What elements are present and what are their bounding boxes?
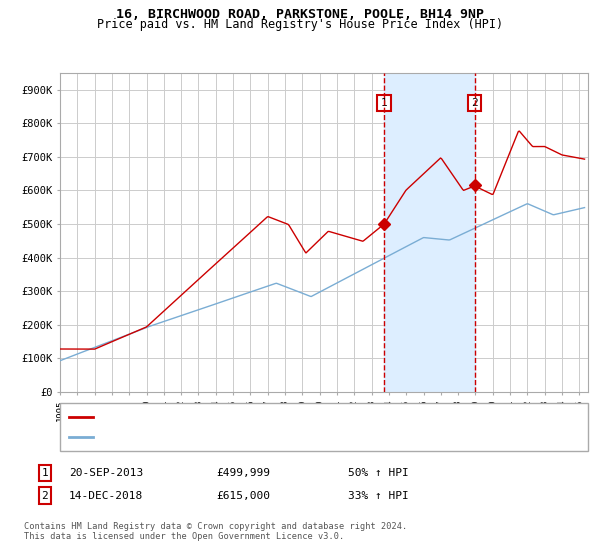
Text: Price paid vs. HM Land Registry's House Price Index (HPI): Price paid vs. HM Land Registry's House …: [97, 18, 503, 31]
Text: 2: 2: [41, 491, 49, 501]
Text: 1: 1: [41, 468, 49, 478]
Text: 33% ↑ HPI: 33% ↑ HPI: [348, 491, 409, 501]
Text: HPI: Average price, detached house, Bournemouth Christchurch and Poole: HPI: Average price, detached house, Bour…: [97, 433, 500, 442]
Text: 20-SEP-2013: 20-SEP-2013: [69, 468, 143, 478]
Text: 16, BIRCHWOOD ROAD, PARKSTONE, POOLE, BH14 9NP (detached house): 16, BIRCHWOOD ROAD, PARKSTONE, POOLE, BH…: [97, 412, 460, 421]
Text: 16, BIRCHWOOD ROAD, PARKSTONE, POOLE, BH14 9NP: 16, BIRCHWOOD ROAD, PARKSTONE, POOLE, BH…: [116, 8, 484, 21]
Text: £499,999: £499,999: [216, 468, 270, 478]
Text: 50% ↑ HPI: 50% ↑ HPI: [348, 468, 409, 478]
Text: Contains HM Land Registry data © Crown copyright and database right 2024.
This d: Contains HM Land Registry data © Crown c…: [24, 522, 407, 542]
Bar: [384, 73, 475, 392]
Text: 2: 2: [471, 98, 478, 108]
Text: 14-DEC-2018: 14-DEC-2018: [69, 491, 143, 501]
Text: £615,000: £615,000: [216, 491, 270, 501]
Text: 1: 1: [380, 98, 388, 108]
